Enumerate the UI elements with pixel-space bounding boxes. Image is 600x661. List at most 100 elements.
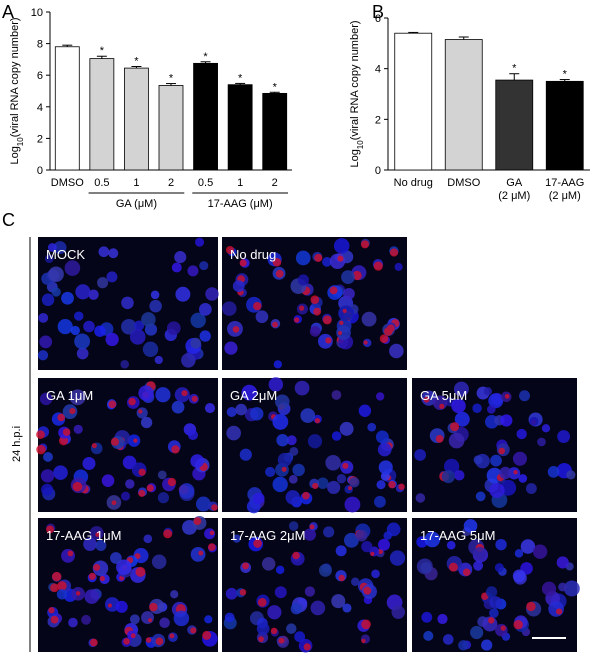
nucleus: [57, 319, 73, 335]
stain: [513, 619, 523, 630]
nucleus: [349, 477, 360, 488]
stain: [239, 588, 247, 596]
image-label: GA 1μM: [46, 388, 93, 403]
stain: [386, 324, 395, 333]
stain: [270, 627, 278, 635]
stain: [450, 422, 460, 432]
nucleus: [322, 257, 332, 267]
stain: [342, 462, 349, 469]
nucleus: [541, 424, 551, 433]
group-label: GA (μM): [116, 198, 157, 210]
stain: [149, 602, 158, 612]
stain: [69, 407, 76, 415]
nucleus: [157, 492, 169, 504]
nucleus: [115, 600, 128, 613]
nucleus: [141, 611, 155, 625]
x-tick-label: No drug: [394, 177, 433, 189]
nucleus: [178, 483, 195, 499]
nucleus: [267, 605, 282, 620]
stain: [123, 638, 130, 645]
stain: [398, 483, 405, 490]
stain: [62, 428, 71, 436]
nucleus: [288, 521, 299, 531]
nucleus: [173, 610, 190, 627]
nucleus: [414, 449, 427, 461]
nucleus: [336, 474, 347, 484]
image-label: GA 5μM: [420, 388, 467, 403]
nucleus: [489, 482, 505, 499]
nucleus: [327, 480, 341, 495]
nucleus: [519, 390, 531, 402]
nucleus: [485, 586, 498, 598]
nucleus: [292, 463, 305, 477]
nucleus: [48, 266, 64, 282]
nucleus: [143, 534, 153, 544]
nucleus: [68, 617, 78, 628]
nucleus: [116, 559, 132, 576]
stain: [52, 571, 62, 582]
nucleus: [490, 454, 502, 467]
y-tick-label: 0: [375, 165, 381, 177]
nucleus: [83, 537, 97, 551]
stain: [163, 529, 173, 539]
y-axis-label: Log10(viral RNA copy number): [349, 20, 365, 167]
bar: [262, 92, 288, 171]
nucleus: [295, 250, 311, 266]
y-tick-label: 2: [375, 114, 381, 126]
nucleus: [73, 424, 83, 434]
nucleus: [121, 318, 137, 335]
y-axis-label-part: 10: [356, 140, 365, 149]
nucleus: [391, 605, 406, 619]
nucleus: [274, 586, 287, 599]
nucleus: [40, 469, 55, 483]
stain: [148, 618, 153, 623]
stain: [294, 317, 300, 323]
nucleus: [342, 603, 352, 613]
stain: [322, 315, 332, 325]
nucleus: [190, 337, 202, 349]
nucleus: [105, 332, 119, 347]
stain: [526, 601, 536, 612]
nucleus: [415, 493, 426, 503]
nucleus: [44, 254, 54, 264]
nucleus: [451, 398, 466, 414]
nucleus: [275, 394, 290, 410]
nucleus: [261, 557, 276, 571]
nucleus: [529, 416, 539, 426]
nucleus: [470, 625, 484, 640]
stain: [339, 320, 344, 326]
nucleus: [421, 611, 433, 623]
nucleus: [190, 546, 206, 562]
nucleus: [273, 360, 283, 369]
x-tick-label: 0.5: [94, 177, 109, 189]
nucleus: [489, 608, 499, 618]
stain: [211, 504, 218, 511]
nucleus: [376, 480, 386, 490]
nucleus: [88, 289, 99, 300]
nucleus: [181, 353, 196, 368]
stain: [302, 491, 310, 500]
nucleus: [532, 544, 548, 559]
nucleus: [309, 325, 321, 337]
nucleus: [276, 434, 289, 447]
nucleus: [307, 434, 323, 449]
y-tick-label: 4: [37, 102, 43, 114]
stain: [299, 305, 305, 311]
image-label: GA 2μM: [230, 388, 277, 403]
significance-mark: *: [169, 73, 174, 85]
x-tick-label: DMSO: [447, 177, 480, 189]
nucleus: [355, 529, 368, 542]
bar: [54, 46, 80, 171]
nucleus: [441, 470, 455, 484]
nucleus: [367, 422, 377, 432]
nucleus: [149, 299, 162, 313]
y-tick-label: 10: [31, 7, 43, 19]
nucleus: [235, 403, 247, 416]
nucleus: [265, 466, 276, 478]
nucleus: [140, 416, 153, 429]
stain: [272, 321, 278, 328]
stain: [198, 550, 204, 556]
x-tick-label: 2: [168, 177, 174, 189]
y-axis-label-part: (viral RNA copy number): [349, 20, 361, 140]
nucleus: [288, 474, 298, 484]
